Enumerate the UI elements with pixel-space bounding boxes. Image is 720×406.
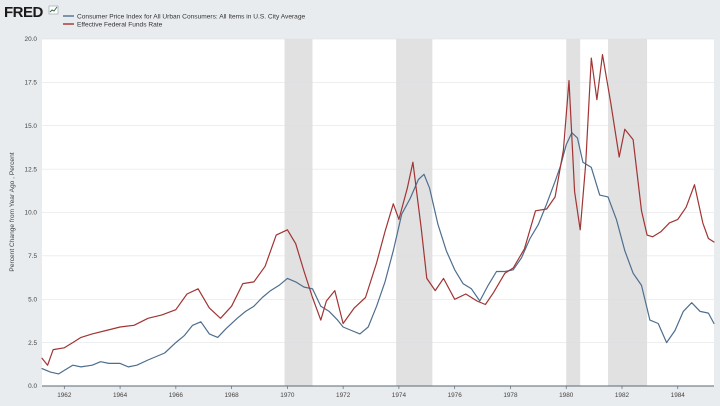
- legend: Consumer Price Index for All Urban Consu…: [63, 13, 306, 28]
- x-tick-label: 1966: [169, 392, 184, 399]
- fred-logo-graph-icon: [48, 5, 59, 15]
- data-series: [41, 53, 715, 375]
- grid-lines: [42, 38, 714, 343]
- header: FRED: [4, 4, 59, 21]
- x-tick-label: 1972: [336, 392, 351, 399]
- y-tick-label: 10.0: [25, 210, 38, 217]
- x-tick-label: 1974: [392, 392, 407, 399]
- legend-item-cpi[interactable]: Consumer Price Index for All Urban Consu…: [63, 13, 306, 20]
- legend-label-ffr: Effective Federal Funds Rate: [77, 21, 163, 28]
- x-tick-label: 1964: [113, 392, 128, 399]
- y-tick-label: 2.5: [28, 340, 37, 347]
- x-tick-label: 1980: [559, 392, 574, 399]
- x-axis: 1962 1964 1966 1968 1970 1972 1974 1976 1978 1980…: [42, 385, 714, 399]
- y-tick-label: 0.0: [28, 383, 37, 390]
- y-tick-label: 20.0: [25, 36, 38, 43]
- legend-label-cpi: Consumer Price Index for All Urban Consu…: [77, 13, 306, 20]
- series-line-ffr[interactable]: [41, 53, 715, 366]
- y-tick-label: 12.5: [25, 166, 38, 173]
- x-tick-label: 1970: [280, 392, 295, 399]
- x-tick-label: 1968: [225, 392, 240, 399]
- legend-item-ffr[interactable]: Effective Federal Funds Rate: [63, 21, 163, 28]
- x-tick-label: 1962: [57, 392, 72, 399]
- x-tick-label: 1984: [671, 392, 686, 399]
- y-tick-label: 7.5: [28, 253, 37, 260]
- series-line-cpi[interactable]: [41, 132, 715, 375]
- y-tick-label: 15.0: [25, 123, 38, 130]
- y-axis: 0.0 2.5 5.0 7.5 10.0 12.5 15.0 17.5 20.0: [25, 36, 38, 390]
- x-tick-label: 1976: [448, 392, 463, 399]
- x-tick-label: 1982: [615, 392, 630, 399]
- fred-logo[interactable]: FRED: [4, 4, 44, 21]
- y-tick-label: 5.0: [28, 296, 37, 303]
- y-tick-label: 17.5: [25, 80, 38, 87]
- x-tick-label: 1978: [503, 392, 518, 399]
- y-axis-label: Percent Change from Year Ago , Percent: [9, 152, 16, 271]
